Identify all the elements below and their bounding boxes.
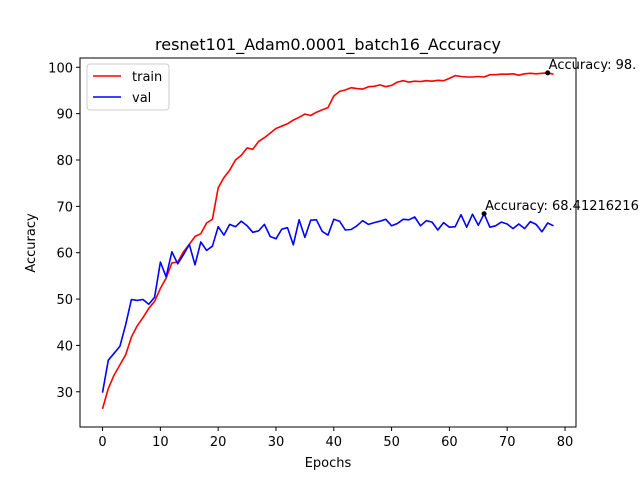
annotation-layer: Accuracy: 98. Accuracy: 68.41216216: [481, 58, 639, 217]
plot-frame: [79, 57, 577, 428]
x-tick-label: 40: [326, 435, 343, 450]
series-line-val: [101, 213, 554, 393]
annotation-label-val: Accuracy: 68.41216216: [485, 199, 639, 214]
legend-label-train: train: [132, 70, 162, 85]
chart-title: resnet101_Adam0.0001_batch16_Accuracy: [155, 35, 501, 55]
y-tick-label: 100: [48, 61, 73, 76]
y-tick-label: 60: [56, 247, 73, 262]
annotation-marker-train: [545, 70, 551, 76]
x-tick-label: 60: [441, 435, 458, 450]
series-line-train: [101, 72, 554, 410]
legend-label-val: val: [132, 91, 151, 106]
annotation-label-train: Accuracy: 98.: [549, 58, 637, 73]
axes-layer: 0 10 20 30 40 50 60 70 80 30 40 50 60 70 80 90 100: [48, 61, 573, 450]
y-tick-label: 90: [56, 108, 73, 123]
series-layer: [101, 72, 554, 410]
y-tick-label: 40: [56, 339, 73, 354]
x-tick-label: 70: [499, 435, 516, 450]
y-tick-label: 70: [56, 200, 73, 215]
y-tick-label: 80: [56, 154, 73, 169]
y-tick-label: 30: [56, 386, 73, 401]
x-tick-label: 0: [98, 435, 106, 450]
x-tick-label: 30: [268, 435, 285, 450]
y-tick-label: 50: [56, 293, 73, 308]
x-axis-label: Epochs: [305, 456, 352, 471]
y-axis-label: Accuracy: [24, 213, 39, 273]
x-tick-label: 50: [383, 435, 400, 450]
x-tick-label: 80: [557, 435, 574, 450]
annotation-marker-val: [481, 211, 487, 217]
x-tick-label: 10: [152, 435, 169, 450]
x-tick-label: 20: [210, 435, 227, 450]
legend: train val: [86, 63, 170, 111]
